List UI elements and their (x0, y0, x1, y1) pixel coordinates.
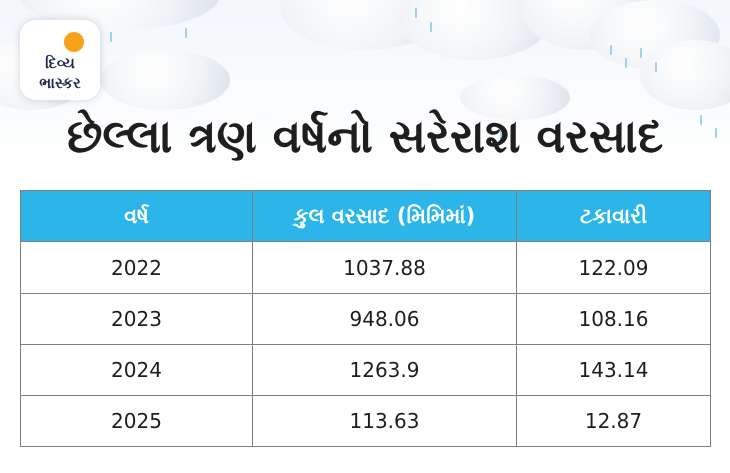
percentage-cell: 143.14 (516, 344, 711, 396)
page-title: છેલ્લા ત્રણ વર્ષનો સરેરાશ વરસાદ (66, 109, 664, 163)
logo-line-1: દિવ્ય (45, 54, 75, 72)
table-row: 2025 113.63 12.87 (20, 395, 711, 447)
raindrop-icon (700, 115, 702, 125)
divya-bhaskar-logo: દિવ્ય ભાસ્કર (20, 20, 100, 100)
table-row: 2022 1037.88 122.09 (20, 241, 711, 294)
percentage-cell: 122.09 (516, 241, 711, 294)
table-row: 2023 948.06 108.16 (20, 293, 711, 345)
table-header-row: વર્ષ કુલ વરસાદ (મિમિમાં) ટકાવારી (20, 190, 711, 242)
raindrop-icon (610, 45, 612, 55)
raindrop-icon (625, 58, 627, 68)
cloud-icon (640, 40, 730, 110)
year-cell: 2022 (20, 241, 253, 294)
cloud-icon (100, 50, 230, 110)
raindrop-icon (715, 128, 717, 138)
raindrop-icon (110, 32, 112, 42)
logo-line-2: ભાસ્કર (39, 74, 81, 92)
raindrop-icon (430, 22, 432, 32)
year-cell: 2023 (20, 293, 253, 345)
raindrop-icon (655, 62, 657, 72)
rainfall-table: વર્ષ કુલ વરસાદ (મિમિમાં) ટકાવારી 2022 10… (20, 190, 711, 447)
rainfall-cell: 113.63 (252, 395, 517, 447)
rainfall-cell: 948.06 (252, 293, 517, 345)
header-total-rainfall: કુલ વરસાદ (મિમિમાં) (252, 190, 517, 242)
table-row: 2024 1263.9 143.14 (20, 344, 711, 396)
sun-icon (64, 32, 84, 52)
header-percentage: ટકાવારી (516, 190, 711, 242)
raindrop-icon (415, 8, 417, 18)
cloud-icon (460, 75, 570, 120)
percentage-cell: 12.87 (516, 395, 711, 447)
percentage-cell: 108.16 (516, 293, 711, 345)
raindrop-icon (640, 48, 642, 58)
header-year: વર્ષ (20, 190, 253, 242)
rainfall-cell: 1037.88 (252, 241, 517, 294)
raindrop-icon (185, 28, 187, 38)
year-cell: 2025 (20, 395, 253, 447)
raindrop-icon (500, 130, 502, 140)
year-cell: 2024 (20, 344, 253, 396)
rainfall-cell: 1263.9 (252, 344, 517, 396)
